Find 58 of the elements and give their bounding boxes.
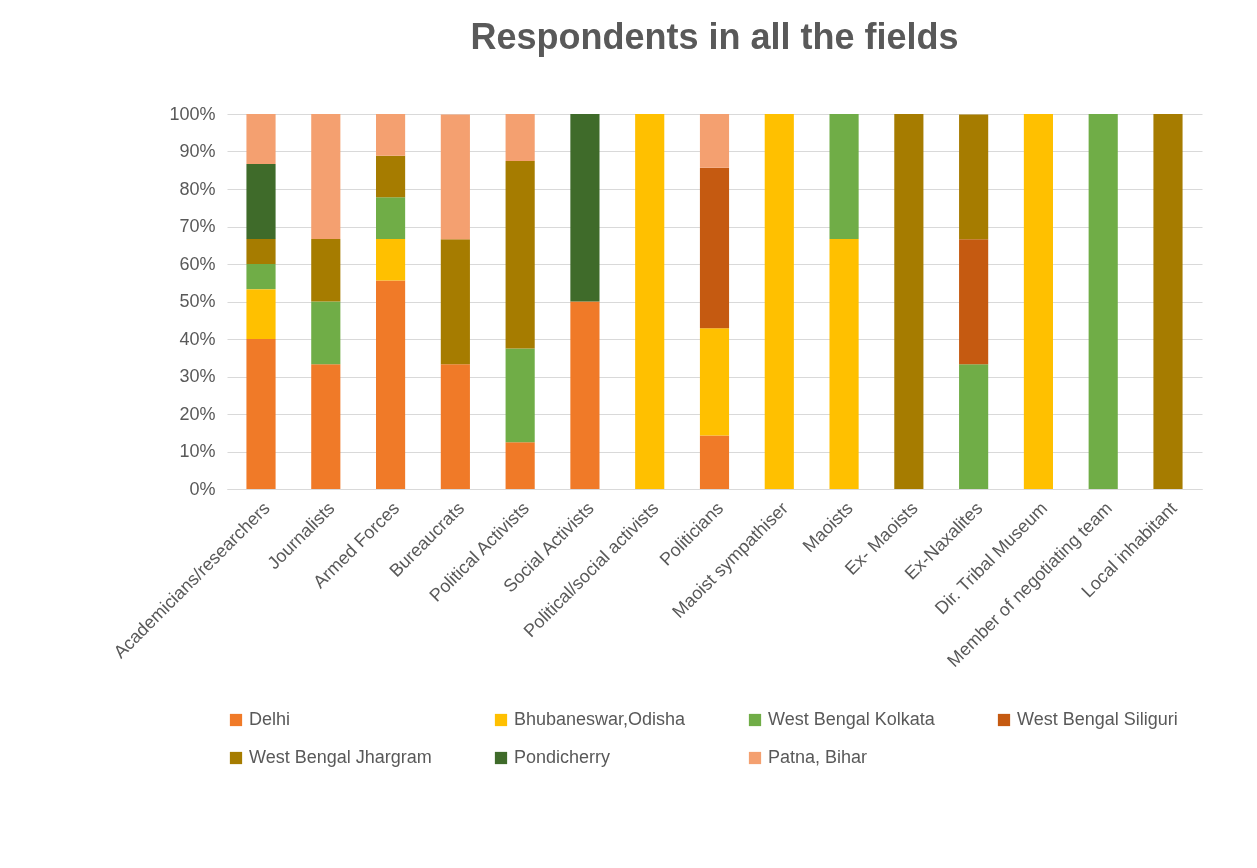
bar [699, 328, 730, 436]
bar [1153, 114, 1183, 489]
bar [376, 155, 406, 198]
y-tick-label: 0% [189, 478, 216, 499]
bar [959, 364, 989, 489]
bar [246, 339, 276, 489]
bar [570, 301, 600, 489]
y-tick-label: 50% [179, 291, 216, 311]
bar [699, 114, 730, 168]
bar [699, 167, 730, 329]
bar [376, 238, 406, 281]
bar [505, 160, 535, 349]
bar [505, 114, 535, 161]
bar [699, 435, 730, 489]
legend-label: Bhubaneswar,Odisha [514, 709, 687, 729]
y-tick-label: 80% [179, 178, 216, 199]
bar [246, 264, 276, 290]
bar [1023, 114, 1053, 489]
bar [311, 301, 341, 365]
legend-label: West Bengal Siliguri [1017, 709, 1178, 729]
bar [311, 364, 341, 489]
bar [570, 114, 600, 302]
bar [959, 114, 989, 240]
bar [246, 114, 276, 164]
chart-title: Respondents in all the fields [470, 16, 959, 57]
bar [376, 114, 406, 156]
bar [440, 114, 470, 240]
bar [440, 239, 470, 365]
bar [440, 364, 470, 489]
y-tick-label: 20% [179, 403, 216, 424]
legend-label: West Bengal Jhargram [249, 747, 432, 767]
bar [764, 114, 794, 489]
y-tick-label: 100% [169, 103, 216, 124]
legend-label: Patna, Bihar [768, 747, 868, 767]
legend-label: Pondicherry [514, 747, 611, 767]
bar [505, 442, 535, 489]
bar [311, 238, 341, 302]
bar [829, 238, 859, 489]
bar [1088, 114, 1118, 489]
bar [246, 238, 276, 264]
bar [376, 280, 406, 489]
y-tick-label: 10% [179, 441, 216, 461]
y-tick-label: 70% [179, 216, 216, 236]
y-tick-label: 40% [179, 328, 216, 349]
bar [959, 239, 989, 365]
bar [376, 197, 406, 239]
bar [311, 114, 341, 239]
bar [246, 289, 276, 339]
legend-label: Delhi [249, 709, 291, 729]
bar [894, 114, 924, 489]
legend-label: West Bengal Kolkata [768, 709, 936, 729]
y-tick-label: 60% [179, 253, 216, 274]
y-tick-label: 30% [179, 366, 216, 386]
bar [829, 114, 859, 239]
y-tick-label: 90% [179, 141, 216, 161]
bar [246, 163, 276, 239]
bar [505, 348, 535, 443]
bar [635, 114, 665, 489]
